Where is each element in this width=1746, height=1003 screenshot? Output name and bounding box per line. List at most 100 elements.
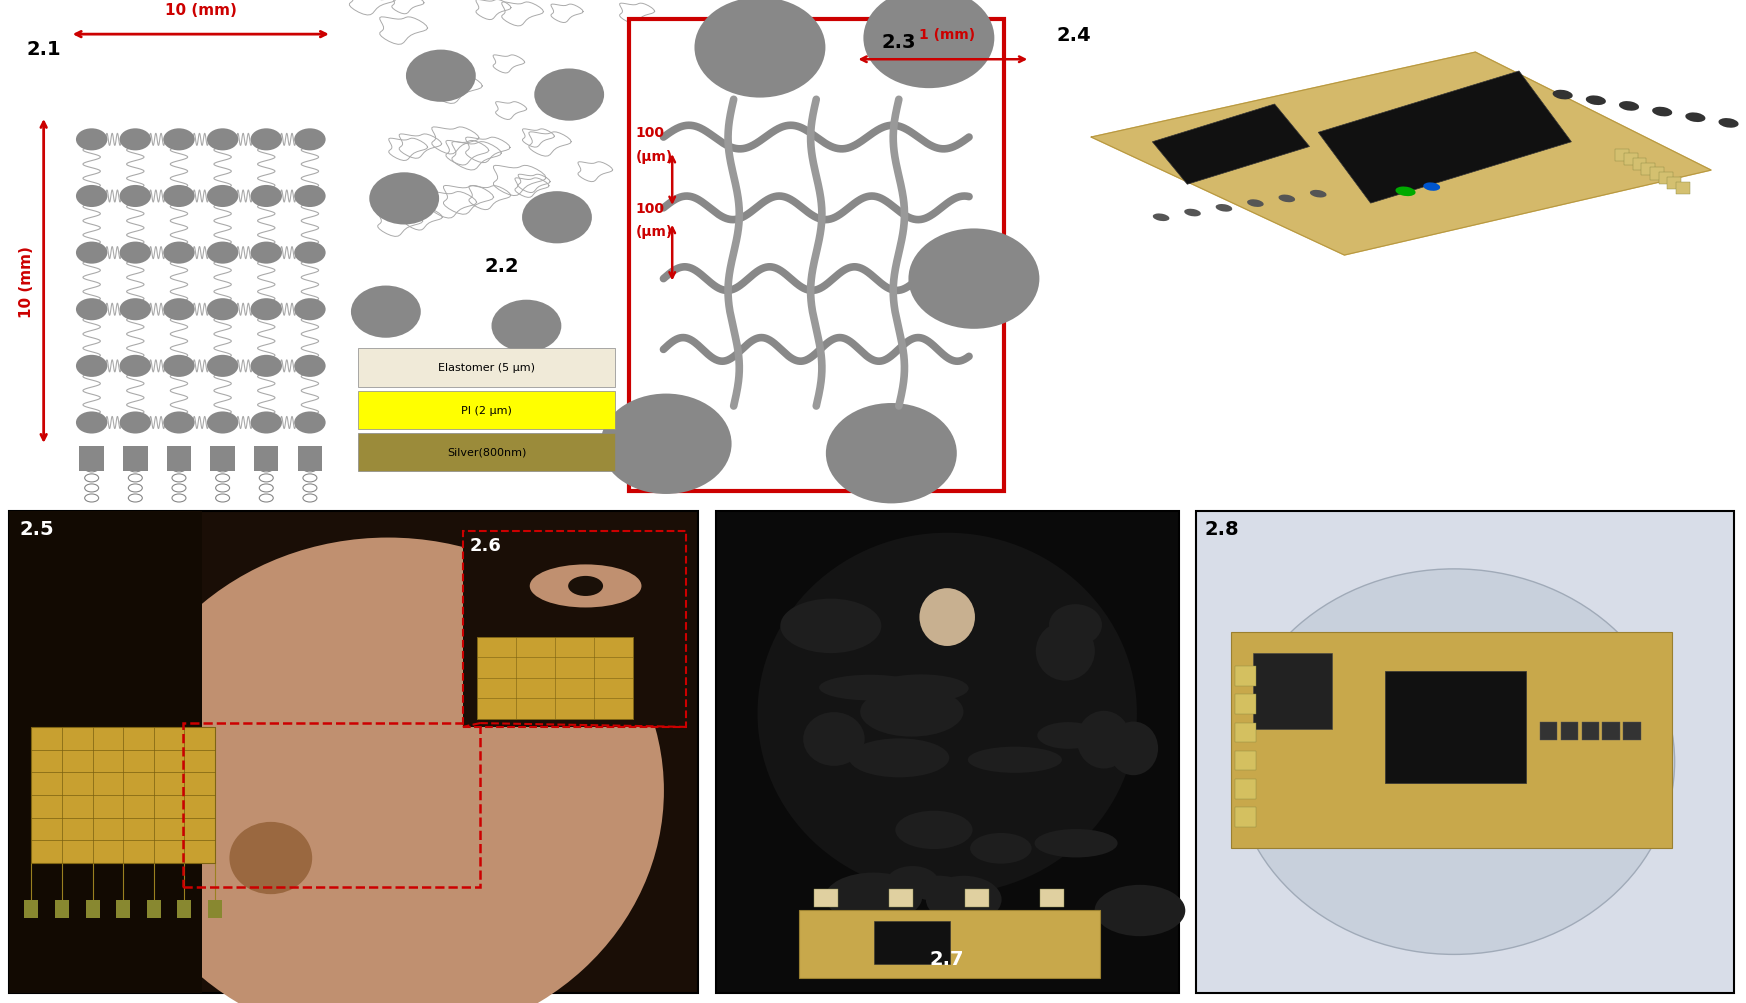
Ellipse shape [208,243,237,265]
Ellipse shape [250,186,283,208]
Bar [477,637,634,719]
Bar [1624,154,1638,166]
Ellipse shape [861,687,964,737]
Text: PI (2 μm): PI (2 μm) [461,405,512,415]
Bar [86,900,100,918]
Ellipse shape [1234,570,1674,955]
Ellipse shape [293,412,325,434]
Ellipse shape [1685,113,1706,123]
Ellipse shape [208,299,237,321]
Ellipse shape [695,0,826,98]
Text: 2.1: 2.1 [26,40,61,59]
Ellipse shape [293,129,325,151]
Bar [1236,807,1257,826]
Ellipse shape [601,394,732,494]
Ellipse shape [250,129,283,151]
Bar [1236,667,1257,686]
Bar [1231,632,1673,849]
Ellipse shape [293,355,325,377]
Ellipse shape [77,299,108,321]
Bar [255,446,279,471]
Ellipse shape [864,0,995,89]
Ellipse shape [250,243,283,265]
Bar [1540,722,1557,740]
Bar [183,723,480,887]
Bar [1236,695,1257,714]
Ellipse shape [1278,196,1296,203]
Text: 2.5: 2.5 [19,520,54,539]
Ellipse shape [77,243,108,265]
Bar [1641,163,1655,176]
Ellipse shape [77,129,108,151]
Ellipse shape [1049,605,1102,646]
Ellipse shape [1037,722,1100,749]
Bar [56,900,70,918]
Ellipse shape [208,129,237,151]
Ellipse shape [758,534,1137,895]
Bar [629,20,1004,491]
Bar [1236,751,1257,770]
Text: 2.7: 2.7 [931,949,964,968]
Ellipse shape [492,301,562,353]
Ellipse shape [119,299,152,321]
Ellipse shape [873,675,969,702]
Bar [716,512,1179,993]
Bar [24,900,38,918]
Ellipse shape [162,243,196,265]
Ellipse shape [826,403,957,504]
Text: 2.4: 2.4 [1056,26,1091,44]
Bar [875,921,950,965]
Text: Elastomer (5 μm): Elastomer (5 μm) [438,363,536,373]
Bar [1624,722,1641,740]
Text: 100: 100 [636,202,665,216]
Ellipse shape [293,243,325,265]
Bar [1650,169,1664,181]
Bar [1039,20,1729,491]
Ellipse shape [849,738,950,777]
Bar [358,349,616,387]
Ellipse shape [77,355,108,377]
Ellipse shape [208,186,237,208]
Bar [1561,722,1578,740]
Ellipse shape [1585,96,1606,106]
Text: (μm): (μm) [636,149,672,163]
Ellipse shape [803,712,864,766]
Ellipse shape [119,243,152,265]
Bar [814,890,838,908]
Ellipse shape [1619,102,1639,111]
Ellipse shape [162,129,196,151]
Ellipse shape [119,186,152,208]
Bar [115,900,129,918]
Ellipse shape [119,129,152,151]
Ellipse shape [896,811,973,850]
Bar [1676,183,1690,195]
Bar [463,532,686,727]
Ellipse shape [250,299,283,321]
Text: 2.3: 2.3 [882,33,917,51]
Bar [964,890,988,908]
Bar [1582,722,1599,740]
Ellipse shape [208,412,237,434]
Ellipse shape [920,589,974,646]
Text: 1 (mm): 1 (mm) [918,28,976,42]
Text: Silver(800nm): Silver(800nm) [447,447,526,457]
Ellipse shape [522,192,592,244]
Bar [1603,722,1620,740]
Ellipse shape [826,873,922,922]
Text: 100: 100 [636,126,665,140]
Ellipse shape [819,675,922,701]
Text: 2.2: 2.2 [485,257,519,275]
Ellipse shape [112,538,663,1003]
Bar [889,890,913,908]
Ellipse shape [1035,829,1117,858]
Ellipse shape [162,355,196,377]
Bar [166,446,190,471]
Text: (μm): (μm) [636,226,672,239]
Bar [1615,149,1629,161]
Bar [178,900,192,918]
Text: 10 (mm): 10 (mm) [19,246,33,318]
Text: 10 (mm): 10 (mm) [164,3,237,17]
Ellipse shape [1552,90,1573,100]
Ellipse shape [119,355,152,377]
Ellipse shape [250,412,283,434]
